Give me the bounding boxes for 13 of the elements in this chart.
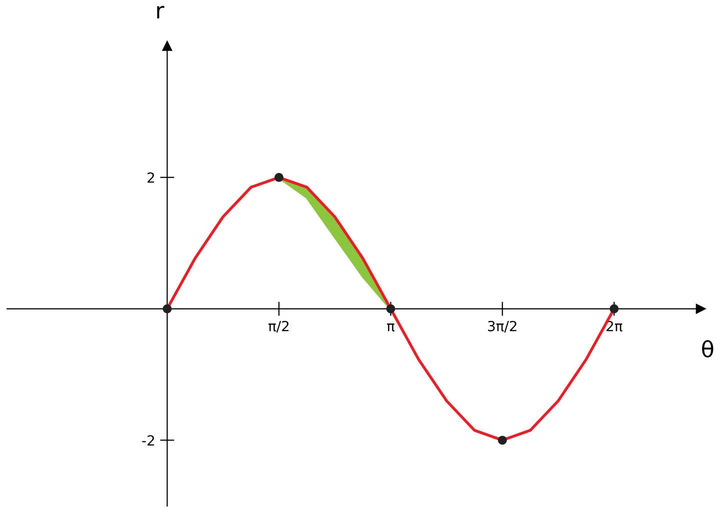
x-tick-label: 2π bbox=[606, 320, 622, 332]
point bbox=[610, 304, 619, 314]
y-tick-label: 2 bbox=[148, 172, 154, 183]
point bbox=[274, 172, 284, 182]
point bbox=[162, 304, 172, 314]
point bbox=[386, 304, 396, 314]
x-tick-label: π bbox=[387, 324, 394, 332]
x-tick-label: π/2 bbox=[268, 320, 288, 332]
y-tick-label: -2 bbox=[142, 435, 154, 446]
point bbox=[498, 436, 507, 445]
y-axis-title: r bbox=[157, 6, 164, 18]
x-tick-label: 3π/2 bbox=[488, 320, 516, 332]
x-axis-title: θ bbox=[702, 340, 714, 358]
